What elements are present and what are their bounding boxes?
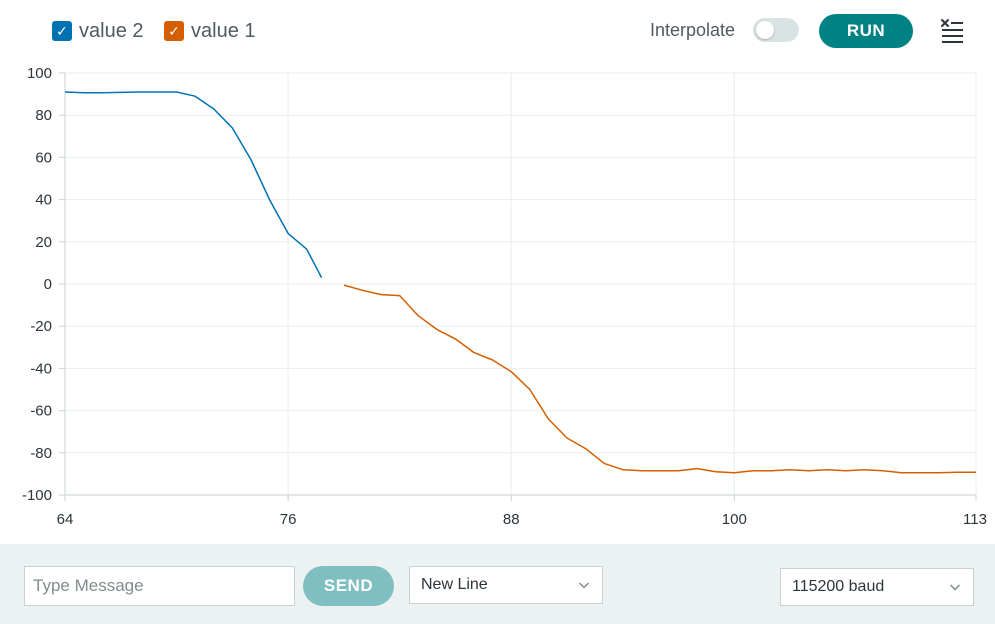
clear-list-icon[interactable] xyxy=(938,18,966,44)
checkbox-value-2[interactable]: ✓ xyxy=(52,21,72,41)
y-tick-label: 100 xyxy=(27,65,52,82)
x-tick-label: 100 xyxy=(722,511,747,528)
baud-rate-value: 115200 baud xyxy=(792,578,885,595)
y-tick-label: 20 xyxy=(35,234,52,251)
y-tick-label: -100 xyxy=(22,487,52,504)
x-tick-label: 76 xyxy=(280,511,297,528)
legend-value-1[interactable]: ✓ value 1 xyxy=(164,19,256,43)
series-line-value-2 xyxy=(64,91,323,279)
toggle-knob xyxy=(756,21,774,39)
y-tick-label: -40 xyxy=(30,360,52,377)
message-input[interactable] xyxy=(24,566,295,606)
y-tick-label: 60 xyxy=(35,149,52,166)
chevron-down-icon xyxy=(578,582,590,589)
line-chart: 100 80 60 40 20 0 -20 -40 -60 -80 -100 64 76 88 100 113 xyxy=(22,65,987,528)
send-button[interactable]: SEND xyxy=(303,566,394,606)
y-tick-label: 80 xyxy=(35,107,52,124)
y-tick-label: -20 xyxy=(30,318,52,335)
legend-value-2[interactable]: ✓ value 2 xyxy=(52,19,144,43)
line-ending-select[interactable]: New Line xyxy=(409,566,603,604)
y-tick-label: -60 xyxy=(30,403,52,420)
y-tick-label: -80 xyxy=(30,445,52,462)
chevron-down-icon xyxy=(949,584,961,591)
legend-label-value-1: value 1 xyxy=(191,19,256,42)
x-tick-label: 113 xyxy=(963,511,987,528)
bottom-bar: SEND New Line 115200 baud xyxy=(0,544,995,624)
baud-rate-select[interactable]: 115200 baud xyxy=(780,568,974,606)
x-tick-label: 64 xyxy=(57,511,74,528)
y-tick-label: 0 xyxy=(44,276,52,293)
line-ending-value: New Line xyxy=(421,576,488,593)
interpolate-toggle[interactable] xyxy=(753,18,799,42)
interpolate-label: Interpolate xyxy=(650,20,736,40)
x-tick-label: 88 xyxy=(503,511,520,528)
checkbox-value-1[interactable]: ✓ xyxy=(164,21,184,41)
run-button[interactable]: RUN xyxy=(819,14,913,48)
y-tick-label: 40 xyxy=(35,192,52,209)
legend-label-value-2: value 2 xyxy=(79,19,144,42)
series-line-value-1 xyxy=(343,284,976,474)
